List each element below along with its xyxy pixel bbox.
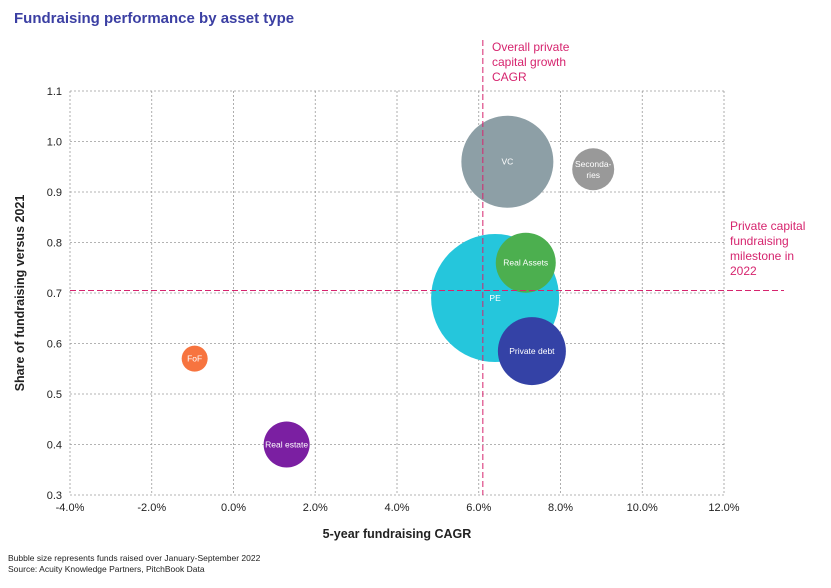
y-tick-label: 1.1 xyxy=(47,86,62,98)
milestone-annotation-line: Private capital xyxy=(730,219,806,233)
footnote-source: Source: Acuity Knowledge Partners, Pitch… xyxy=(8,564,205,574)
cagr-annotation-line: CAGR xyxy=(492,70,527,84)
bubble-secondaries xyxy=(572,148,615,191)
x-axis-label: 5-year fundraising CAGR xyxy=(323,527,472,541)
bubble-label: VC xyxy=(501,157,513,167)
y-tick-label: 0.6 xyxy=(47,339,62,351)
x-tick-label: 8.0% xyxy=(548,502,573,514)
bubble-label: Real estate xyxy=(265,440,308,450)
y-tick-label: 0.4 xyxy=(47,440,62,452)
y-tick-label: 1.0 xyxy=(47,137,62,149)
bubble-label: FoF xyxy=(187,354,202,364)
bubble-label: Seconda- xyxy=(575,159,612,169)
y-tick-label: 0.9 xyxy=(47,187,62,199)
y-tick-label: 0.7 xyxy=(47,288,62,300)
milestone-annotation-line: milestone in xyxy=(730,249,795,263)
bubble-fof xyxy=(181,345,208,372)
x-tick-label: 12.0% xyxy=(708,502,739,514)
bubble-vc xyxy=(461,115,554,208)
x-tick-label: -2.0% xyxy=(137,502,166,514)
cagr-annotation: Overall private capital growth CAGR xyxy=(492,40,569,85)
x-tick-label: 4.0% xyxy=(384,502,409,514)
reference-lines xyxy=(70,40,784,495)
bubble-label: Private debt xyxy=(509,346,555,356)
bubble-private-debt xyxy=(497,317,566,386)
bubble-real-estate xyxy=(263,421,310,468)
y-axis-label: Share of fundraising versus 2021 xyxy=(13,195,27,392)
y-tick-label: 0.8 xyxy=(47,238,62,250)
y-tick-label: 0.3 xyxy=(47,490,62,502)
milestone-annotation-line: 2022 xyxy=(730,264,757,278)
bubble-layer: PE VC Seconda-ries Real Assets Private debt F… xyxy=(181,115,615,468)
x-tick-label: 6.0% xyxy=(466,502,491,514)
bubble-label: ries xyxy=(586,170,600,180)
bubble-label: Real Assets xyxy=(503,258,548,268)
milestone-annotation-line: fundraising xyxy=(730,234,789,248)
bubble-real-assets xyxy=(495,232,556,293)
cagr-annotation-line: Overall private xyxy=(492,40,570,54)
y-tick-label: 0.5 xyxy=(47,389,62,401)
axis-layer: -4.0% -2.0% 0.0% 2.0% 4.0% 6.0% 8.0% 10.0% 12.0%… xyxy=(47,86,740,514)
footnote-bubble-size: Bubble size represents funds raised over… xyxy=(8,553,261,563)
x-tick-label: 2.0% xyxy=(303,502,328,514)
cagr-annotation-line: capital growth xyxy=(492,55,567,69)
x-tick-label: 10.0% xyxy=(627,502,658,514)
x-tick-label: 0.0% xyxy=(221,502,246,514)
milestone-annotation: Private capital fundraising milestone in… xyxy=(730,219,805,279)
bubble-label: PE xyxy=(489,293,501,303)
x-tick-label: -4.0% xyxy=(56,502,85,514)
grid-layer xyxy=(69,90,725,496)
chart-title: Fundraising performance by asset type xyxy=(14,10,295,27)
